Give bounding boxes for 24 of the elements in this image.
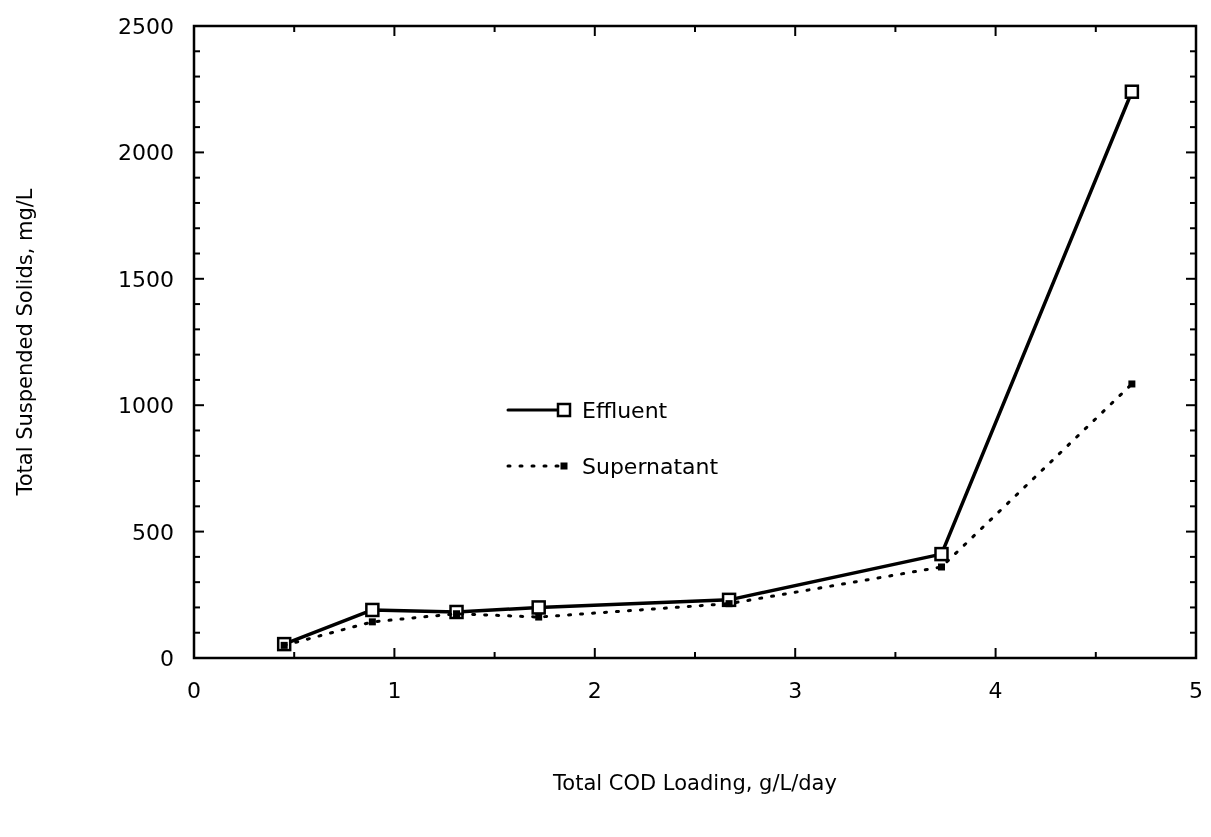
x-tick-label: 4 xyxy=(988,678,1003,703)
y-tick-label: 1500 xyxy=(118,266,174,292)
y-tick-label: 500 xyxy=(132,519,174,545)
x-tick-label: 1 xyxy=(387,678,402,703)
y-tick-label: 0 xyxy=(160,646,174,671)
point xyxy=(934,546,949,562)
y-tick-label: 2500 xyxy=(118,14,174,39)
point xyxy=(368,618,376,626)
point xyxy=(365,602,380,618)
x-tick-label: 0 xyxy=(187,678,201,703)
y-tick-label: 2000 xyxy=(118,140,174,166)
point xyxy=(1124,84,1140,99)
legend-label: Effluent xyxy=(582,398,668,423)
legend-label: Supernatant xyxy=(582,454,719,479)
x-tick-label: 3 xyxy=(788,678,803,703)
point xyxy=(937,563,945,571)
point xyxy=(1128,380,1136,388)
x-tick-label: 2 xyxy=(587,678,602,703)
x-axis-title: Total COD Loading, g/L/day xyxy=(552,771,837,795)
point xyxy=(535,613,543,621)
y-axis-title: Total Suspended Solids, mg/L xyxy=(13,188,37,497)
x-tick-label: 5 xyxy=(1189,678,1203,703)
y-tick-label: 1000 xyxy=(118,393,174,419)
point xyxy=(531,600,546,615)
